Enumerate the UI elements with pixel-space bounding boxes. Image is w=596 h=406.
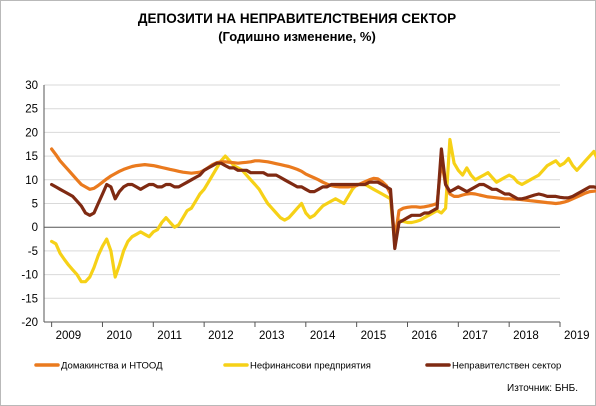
x-tick-label: 2015	[361, 330, 387, 342]
x-tick-labels: 2009 2010 2011 2012 2013 2014 2015 2016 2017 2018…	[56, 330, 590, 342]
y-tick-label: 0	[32, 222, 38, 234]
chart-subtitle: (Годишно изменение, %)	[218, 29, 376, 44]
series-line	[49, 147, 596, 251]
legend-label: Домакинства и НТООД	[61, 361, 163, 372]
x-tick-label: 2014	[310, 330, 336, 342]
source-note: Източник: БНБ.	[507, 383, 578, 394]
y-tick-label: -10	[21, 270, 38, 282]
x-tick-label: 2013	[259, 330, 285, 342]
x-tick-label: 2010	[106, 330, 132, 342]
y-tick-label: 20	[25, 127, 38, 139]
chart-title: ДЕПОЗИТИ НА НЕПРАВИТЕЛСТВЕНИЯ СЕКТОР	[138, 11, 456, 26]
axes	[43, 85, 561, 327]
y-tick-label: 25	[25, 104, 38, 116]
legend-label: Нефинансови предприятия	[250, 361, 371, 372]
x-tick-label: 2019	[564, 330, 590, 342]
y-tick-label: -15	[21, 293, 38, 305]
y-tick-label: 30	[25, 80, 38, 92]
y-tick-label: 15	[25, 151, 38, 163]
x-tick-label: 2012	[208, 330, 234, 342]
y-tick-labels: 30 25 20 15 10 5 0 -5 -10 -15 -20	[21, 80, 38, 329]
x-tick-label: 2017	[462, 330, 488, 342]
series-line	[49, 137, 596, 284]
legend: Домакинства и НТООД Нефинансови предприят…	[34, 361, 561, 372]
series-lines	[49, 137, 596, 284]
y-tick-label: -5	[28, 246, 38, 258]
x-tick-label: 2009	[56, 330, 82, 342]
x-tick-label: 2011	[157, 330, 182, 342]
x-tick-label: 2016	[411, 330, 437, 342]
x-tick-label: 2018	[513, 330, 539, 342]
y-tick-label: -20	[21, 317, 38, 329]
series-line	[49, 147, 596, 241]
y-tick-label: 10	[25, 175, 38, 187]
legend-label: Неправителствен сектор	[452, 361, 561, 372]
y-tick-label: 5	[32, 199, 38, 211]
